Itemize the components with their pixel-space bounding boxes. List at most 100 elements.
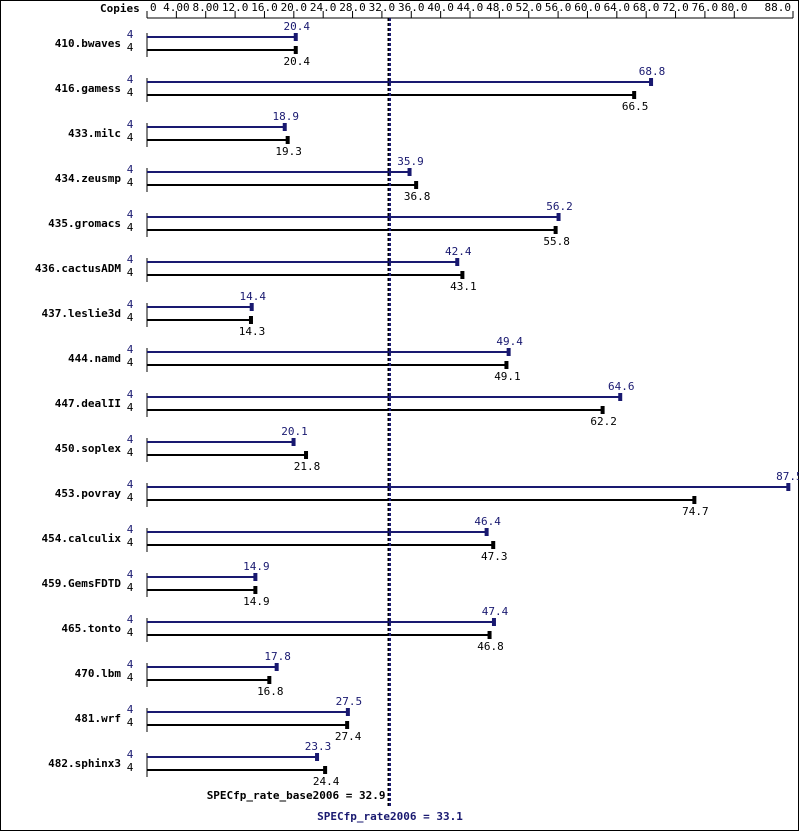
bar <box>147 631 492 639</box>
value-label: 21.8 <box>294 460 321 473</box>
value-label: 42.4 <box>445 245 472 258</box>
copies-label: 4 <box>127 748 134 761</box>
category-label: 435.gromacs <box>48 217 121 230</box>
bar <box>147 541 496 549</box>
copies-label: 4 <box>127 581 134 594</box>
copies-label: 4 <box>127 433 134 446</box>
value-label: 27.5 <box>336 695 363 708</box>
copies-label: 4 <box>127 221 134 234</box>
value-label: 27.4 <box>335 730 362 743</box>
x-tick-label: 44.0 <box>457 1 484 14</box>
x-tick-label: 24.0 <box>310 1 337 14</box>
bar <box>147 753 320 761</box>
value-label: 14.4 <box>239 290 266 303</box>
reference-label: SPECfp_rate2006 = 33.1 <box>317 810 463 823</box>
value-label: 20.1 <box>281 425 308 438</box>
category-label: 433.milc <box>68 127 121 140</box>
copies-label: 4 <box>127 266 134 279</box>
value-label: 14.3 <box>239 325 266 338</box>
bar <box>147 213 561 221</box>
x-tick-label: 8.00 <box>192 1 219 14</box>
copies-label: 4 <box>127 41 134 54</box>
bar <box>147 766 328 774</box>
category-label: 434.zeusmp <box>55 172 122 185</box>
category-label: 450.soplex <box>55 442 122 455</box>
category-label: 447.dealII <box>55 397 121 410</box>
copies-label: 4 <box>127 176 134 189</box>
x-tick-label: 4.00 <box>163 1 190 14</box>
value-label: 17.8 <box>264 650 291 663</box>
copies-label: 4 <box>127 118 134 131</box>
bar <box>147 181 419 189</box>
bar <box>147 123 287 131</box>
copies-label: 4 <box>127 73 134 86</box>
copies-label: 4 <box>127 536 134 549</box>
value-label: 46.4 <box>474 515 501 528</box>
copies-label: 4 <box>127 356 134 369</box>
copies-label: 4 <box>127 253 134 266</box>
value-label: 47.4 <box>482 605 509 618</box>
copies-label: 4 <box>127 478 134 491</box>
copies-label: 4 <box>127 658 134 671</box>
value-label: 74.7 <box>682 505 709 518</box>
x-tick-label: 20.0 <box>281 1 308 14</box>
copies-label: 4 <box>127 568 134 581</box>
bar <box>147 676 272 684</box>
value-label: 43.1 <box>450 280 477 293</box>
copies-label: 4 <box>127 716 134 729</box>
value-label: 14.9 <box>243 560 270 573</box>
x-tick-label: 36.0 <box>398 1 425 14</box>
value-label: 23.3 <box>305 740 332 753</box>
category-label: 459.GemsFDTD <box>42 577 122 590</box>
bar <box>147 708 350 716</box>
x-tick-label: 0 <box>150 1 157 14</box>
bar <box>147 303 254 311</box>
copies-label: 4 <box>127 613 134 626</box>
value-label: 56.2 <box>546 200 573 213</box>
value-label: 47.3 <box>481 550 508 563</box>
value-label: 24.4 <box>313 775 340 788</box>
value-label: 87.5 <box>776 470 799 483</box>
copies-label: 4 <box>127 28 134 41</box>
reference-value: 33.1 <box>436 810 463 823</box>
bar <box>147 316 253 324</box>
copies-label: 4 <box>127 163 134 176</box>
copies-label: 4 <box>127 671 134 684</box>
x-tick-label: 88.0 <box>765 1 792 14</box>
x-tick-label: 40.0 <box>427 1 454 14</box>
value-label: 36.8 <box>404 190 431 203</box>
bar <box>147 271 465 279</box>
x-tick-label: 76.0 <box>692 1 719 14</box>
value-label: 16.8 <box>257 685 284 698</box>
x-tick-label: 12.0 <box>222 1 249 14</box>
value-label: 19.3 <box>275 145 302 158</box>
bar <box>147 721 350 729</box>
category-label: 481.wrf <box>75 712 121 725</box>
reference-name: SPECfp_rate_base2006 = <box>207 789 353 802</box>
reference-label: SPECfp_rate_base2006 = 32.9 <box>207 789 386 802</box>
copies-label: 4 <box>127 298 134 311</box>
x-tick-label: 16.0 <box>251 1 278 14</box>
bar <box>147 393 623 401</box>
value-label: 20.4 <box>284 20 311 33</box>
value-label: 64.6 <box>608 380 635 393</box>
value-label: 62.2 <box>590 415 617 428</box>
bar <box>147 168 412 176</box>
copies-label: 4 <box>127 401 134 414</box>
reference-name: SPECfp_rate2006 = <box>317 810 430 823</box>
copies-label: 4 <box>127 446 134 459</box>
reference-value: 32.9 <box>359 789 386 802</box>
bar <box>147 586 258 594</box>
bar <box>147 406 605 414</box>
copies-header: Copies <box>100 2 140 15</box>
bar <box>147 226 558 234</box>
category-label: 454.calculix <box>42 532 122 545</box>
bar <box>147 258 460 266</box>
bar <box>147 91 637 99</box>
copies-label: 4 <box>127 343 134 356</box>
x-tick-label: 68.0 <box>633 1 660 14</box>
bar <box>147 348 511 356</box>
x-tick-label: 52.0 <box>515 1 542 14</box>
copies-label: 4 <box>127 523 134 536</box>
